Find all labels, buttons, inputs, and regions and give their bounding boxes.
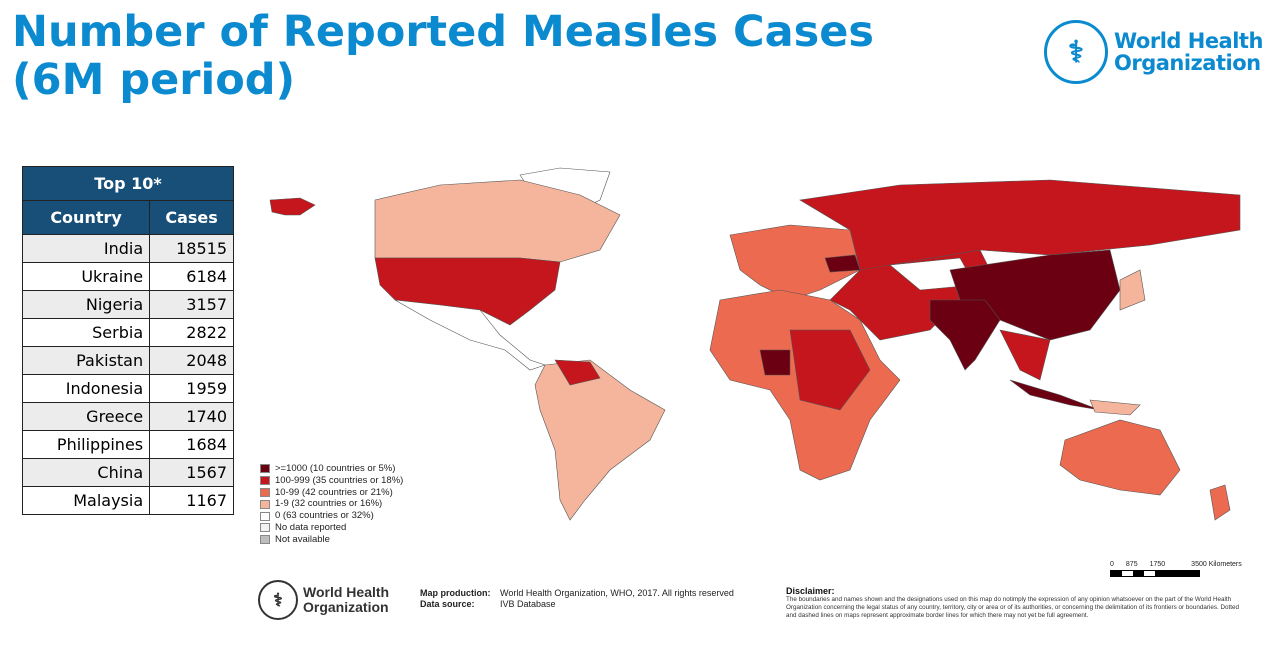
region-japan	[1119, 269, 1146, 311]
country-cell: Ukraine	[21, 262, 151, 291]
table-title: Top 10*	[22, 166, 234, 201]
footer-who-logo: ⚕ World Health Organization	[258, 580, 389, 620]
country-cell: Malaysia	[21, 486, 151, 515]
who-emblem-icon: ⚕	[1044, 20, 1108, 84]
header-cases: Cases	[149, 200, 234, 235]
title-line-1: Number of Reported Measles Cases	[12, 7, 874, 57]
logo-line-2: Organization	[303, 599, 389, 615]
logo-line-1: World Health	[1114, 29, 1263, 53]
region-south-america	[534, 359, 666, 521]
legend-item: Not available	[260, 534, 403, 546]
map-credits: Map production: World Health Organization…	[420, 588, 734, 610]
top10-table: Top 10* Country Cases India 18515 Ukraine 61…	[21, 166, 234, 515]
legend-label: 100-999 (35 countries or 18%)	[275, 474, 404, 486]
region-india	[929, 299, 1001, 371]
cases-cell: 3157	[149, 290, 234, 319]
country-cell: Indonesia	[21, 374, 151, 403]
data-source-value: IVB Database	[500, 599, 556, 609]
map-legend: >=1000 (10 countries or 5%) 100-999 (35 c…	[260, 463, 403, 546]
legend-label: >=1000 (10 countries or 5%)	[275, 463, 396, 474]
region-indonesia	[1009, 379, 1101, 411]
who-emblem-icon: ⚕	[258, 580, 298, 620]
page-title: Number of Reported Measles Cases (6M per…	[12, 8, 874, 104]
legend-label: 0 (63 countries or 32%)	[275, 510, 374, 522]
legend-item: No data reported	[260, 522, 403, 534]
region-russia	[799, 179, 1241, 271]
scale-tick: 875	[1125, 561, 1138, 568]
table-row: Ukraine 6184	[21, 262, 234, 291]
disclaimer: Disclaimer: The boundaries and names sho…	[786, 586, 1246, 620]
title-line-2: (6M period)	[12, 55, 296, 105]
country-cell: Philippines	[21, 430, 151, 459]
country-cell: Nigeria	[21, 290, 151, 319]
table-row: Philippines 1684	[21, 430, 234, 459]
scale-bar: 0 875 1750 3500 Kilometers	[1110, 561, 1242, 577]
who-logo: ⚕ World Health Organization	[1044, 20, 1263, 84]
legend-item: >=1000 (10 countries or 5%)	[260, 463, 403, 475]
legend-swatch	[260, 499, 270, 509]
scale-tick: 3500 Kilometers	[1191, 561, 1242, 568]
cases-cell: 1167	[149, 486, 234, 515]
region-venezuela	[554, 359, 601, 386]
legend-swatch	[260, 464, 270, 474]
region-australia	[1059, 419, 1181, 496]
disclaimer-title: Disclaimer:	[786, 586, 835, 596]
legend-item: 100-999 (35 countries or 18%)	[260, 475, 403, 487]
legend-item: 1-9 (32 countries or 16%)	[260, 498, 403, 510]
map-production-value: World Health Organization, WHO, 2017. Al…	[500, 588, 734, 598]
legend-label: 1-9 (32 countries or 16%)	[275, 498, 383, 510]
cases-cell: 1959	[149, 374, 234, 403]
legend-swatch	[260, 535, 270, 545]
region-central-africa	[789, 329, 871, 411]
region-ukraine	[824, 254, 861, 273]
legend-label: 10-99 (42 countries or 21%)	[275, 486, 393, 498]
disclaimer-text: The boundaries and names shown and the d…	[786, 596, 1240, 619]
table-row: India 18515	[21, 234, 234, 263]
region-new-zealand	[1209, 484, 1231, 521]
legend-swatch	[260, 476, 270, 486]
cases-cell: 1684	[149, 430, 234, 459]
legend-label: No data reported	[275, 521, 347, 533]
region-usa	[374, 257, 561, 326]
table-row: Indonesia 1959	[21, 374, 234, 403]
cases-cell: 1567	[149, 458, 234, 487]
table-row: Malaysia 1167	[21, 486, 234, 515]
table-row: Serbia 2822	[21, 318, 234, 347]
region-nigeria	[759, 349, 791, 376]
cases-cell: 2048	[149, 346, 234, 375]
region-papua	[1089, 399, 1141, 416]
scale-tick: 0	[1110, 561, 1114, 568]
region-alaska	[269, 197, 316, 216]
logo-line-1: World Health	[303, 584, 390, 600]
cases-cell: 2822	[149, 318, 234, 347]
cases-cell: 18515	[149, 234, 234, 263]
legend-swatch	[260, 523, 270, 533]
scale-tick: 1750	[1149, 561, 1166, 568]
map-production-label: Map production:	[420, 588, 491, 598]
region-southeast-asia	[999, 329, 1051, 381]
legend-item: 10-99 (42 countries or 21%)	[260, 487, 403, 499]
logo-line-2: Organization	[1114, 51, 1261, 75]
region-europe	[729, 224, 861, 301]
data-source-label: Data source:	[420, 599, 475, 609]
legend-item: 0 (63 countries or 32%)	[260, 510, 403, 522]
country-cell: Greece	[21, 402, 151, 431]
legend-swatch	[260, 487, 270, 497]
header-country: Country	[21, 200, 151, 235]
table-row: Nigeria 3157	[21, 290, 234, 319]
legend-swatch	[260, 511, 270, 521]
legend-label: Not available	[275, 533, 330, 545]
country-cell: India	[21, 234, 151, 263]
